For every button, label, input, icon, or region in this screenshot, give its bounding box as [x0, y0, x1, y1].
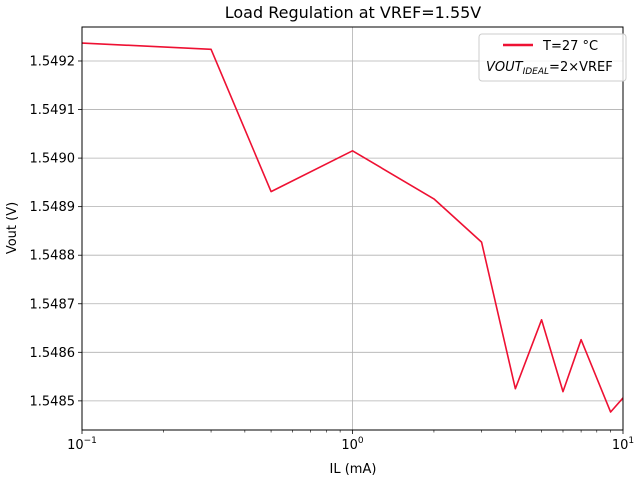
x-tick-label: 101 — [612, 436, 634, 453]
x-axis-ticks: 10−1 100 101 — [67, 430, 634, 453]
y-tick-label: 1.5489 — [30, 200, 76, 215]
x-axis-label: IL (mA) — [330, 462, 377, 477]
x-tick-label: 10−1 — [67, 436, 97, 453]
plot-area — [81, 26, 624, 431]
legend-entry-ideal: VOUTIDEAL=2×VREF — [486, 60, 613, 77]
y-tick-label: 1.5487 — [30, 297, 76, 312]
x-tick-label: 100 — [341, 436, 364, 453]
y-tick-label: 1.5485 — [30, 394, 76, 409]
legend-ideal-rest: =2×VREF — [549, 60, 613, 75]
y-tick-label: 1.5490 — [30, 152, 76, 167]
y-axis-label: Vout (V) — [5, 202, 20, 254]
chart-title: Load Regulation at VREF=1.55V — [225, 3, 482, 22]
y-tick-label: 1.5492 — [30, 54, 76, 69]
legend-ideal-var: VOUT — [486, 60, 524, 75]
legend-entry-series: T=27 °C — [542, 39, 598, 54]
series-line-0 — [81, 42, 624, 413]
y-axis-ticks: 1.5485 1.5486 1.5487 1.5488 1.5489 1.5490 1.54… — [30, 54, 82, 409]
series-layer — [81, 42, 624, 413]
grid — [81, 27, 624, 430]
legend-ideal-sub: IDEAL — [523, 67, 549, 77]
y-tick-label: 1.5486 — [30, 346, 76, 361]
y-tick-label: 1.5491 — [30, 103, 76, 118]
y-tick-label: 1.5488 — [30, 249, 76, 264]
legend: T=27 °C VOUTIDEAL=2×VREF — [478, 33, 627, 82]
